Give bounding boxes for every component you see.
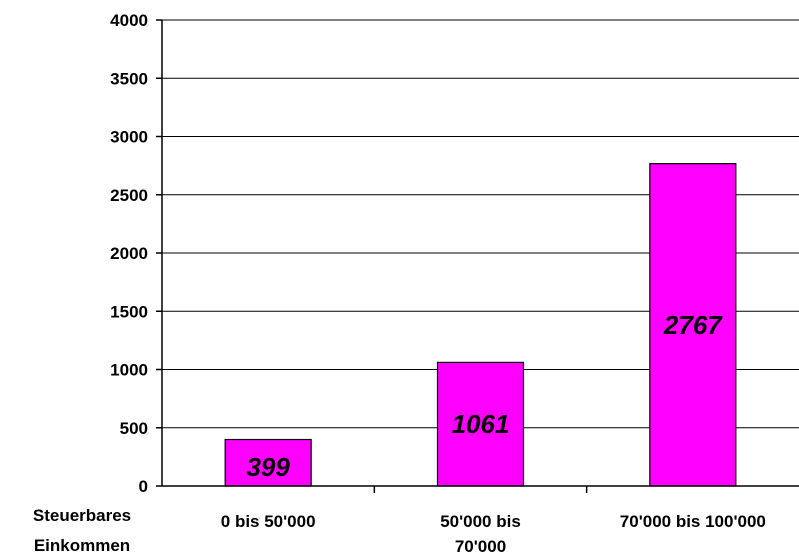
y-tick-label: 3000 bbox=[110, 128, 148, 147]
y-tick-label: 1000 bbox=[110, 361, 148, 380]
bar bbox=[224, 438, 312, 487]
bar bbox=[436, 361, 525, 487]
y-tick-labels: 0 500 1000 1500 2000 2500 3000 3500 4000 bbox=[110, 11, 162, 496]
gridlines bbox=[162, 19, 799, 429]
category-label: 50'000 bis 70'000 bbox=[440, 512, 521, 556]
data-label: 2767 bbox=[663, 310, 723, 340]
y-tick-label: 4000 bbox=[110, 11, 148, 30]
x-tick-marks bbox=[373, 486, 588, 493]
y-tick-label: 500 bbox=[120, 419, 148, 438]
x-axis-label: Steuerbares Einkommen bbox=[33, 506, 131, 555]
category-label: 70'000 bis 100'000 bbox=[620, 512, 766, 531]
bars bbox=[224, 163, 737, 487]
y-tick-label: 0 bbox=[139, 477, 148, 496]
category-labels: 0 bis 50'000 50'000 bis 70'000 70'000 bis 1… bbox=[221, 512, 766, 556]
data-label: 399 bbox=[246, 452, 290, 482]
y-tick-label: 2500 bbox=[110, 186, 148, 205]
y-tick-label: 2000 bbox=[110, 244, 148, 263]
y-tick-label: 3500 bbox=[110, 69, 148, 88]
y-tick-label: 1500 bbox=[110, 302, 148, 321]
data-label: 1061 bbox=[452, 409, 510, 439]
bar bbox=[649, 163, 737, 487]
category-label: 0 bis 50'000 bbox=[221, 512, 316, 531]
data-labels: 399 1061 2767 bbox=[246, 310, 723, 482]
